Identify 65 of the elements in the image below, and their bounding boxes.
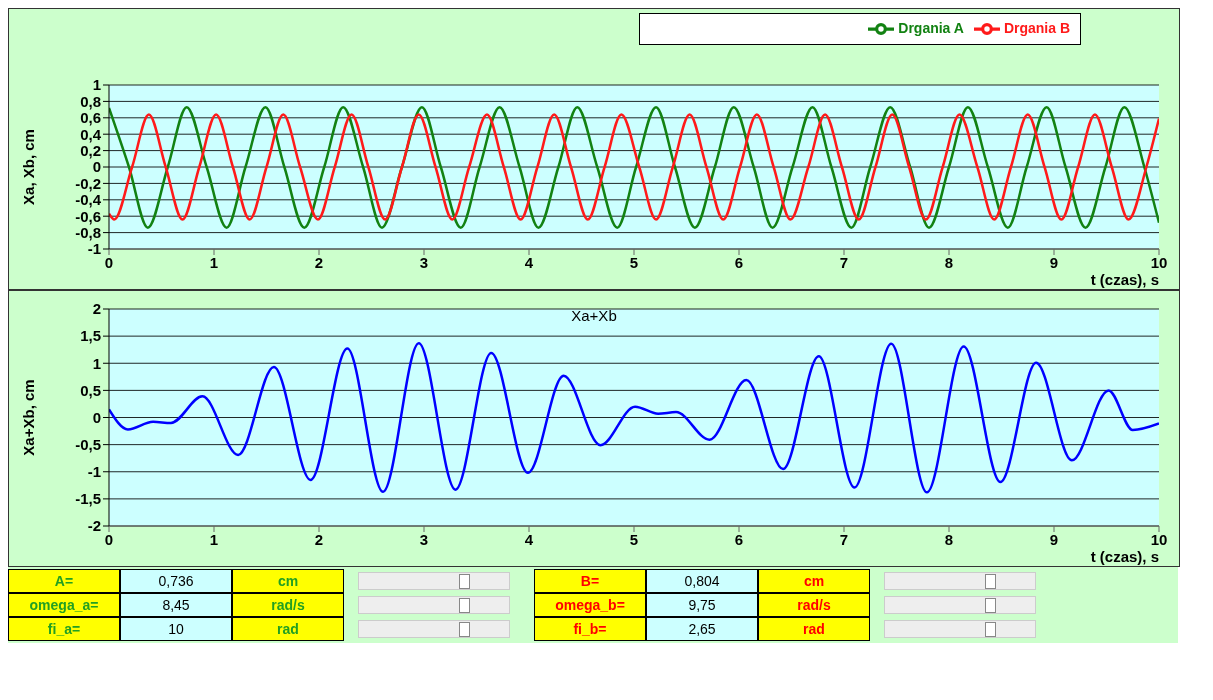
x-tick-label: 0 <box>104 530 114 548</box>
y-tick-label: 1 <box>92 76 101 94</box>
y-tick-label: -1 <box>87 240 101 258</box>
text: 0,804 <box>646 569 758 593</box>
x-tick-label: 9 <box>1049 530 1059 548</box>
x-tick-label: 6 <box>734 253 744 271</box>
text: 0,736 <box>120 569 232 593</box>
x-tick-label: 2 <box>314 253 324 271</box>
x-tick-label: 7 <box>839 253 849 271</box>
y-tick-label: -0,5 <box>75 435 101 453</box>
y-tick-label: 0,5 <box>80 381 101 399</box>
y-tick-label: -1 <box>87 463 101 481</box>
x-tick-label: 0 <box>104 253 114 271</box>
text: omega_a= <box>8 593 120 617</box>
text: 9,75 <box>646 593 758 617</box>
y-tick-label: 1,5 <box>80 327 101 345</box>
text: cm <box>232 569 344 593</box>
text: omega_b= <box>534 593 646 617</box>
x-tick-label: 7 <box>839 530 849 548</box>
y-tick-label: 2 <box>92 300 101 318</box>
x-tick-label: 1 <box>209 530 219 548</box>
x-axis-title: t (czas), s <box>1090 271 1159 288</box>
y-tick-label: 0,8 <box>80 92 101 110</box>
x-tick-label: 4 <box>524 253 534 271</box>
y-tick-label: 0,6 <box>80 109 101 127</box>
legend-label: Drgania A <box>898 19 964 36</box>
y-tick-label: 1 <box>92 354 101 372</box>
y-tick-label: -0,4 <box>75 191 102 209</box>
chart-title: Xa+Xb <box>571 307 617 324</box>
x-tick-label: 6 <box>734 530 744 548</box>
x-axis-title: t (czas), s <box>1090 548 1159 565</box>
text: rad/s <box>758 593 870 617</box>
text: fi_a= <box>8 617 120 641</box>
y-tick-label: -2 <box>87 517 101 535</box>
text: rad <box>232 617 344 641</box>
x-tick-label: 5 <box>629 253 639 271</box>
x-tick-label: 10 <box>1150 253 1168 271</box>
x-tick-label: 5 <box>629 530 639 548</box>
text: rad/s <box>232 593 344 617</box>
x-tick-label: 8 <box>944 530 954 548</box>
text: 10 <box>120 617 232 641</box>
x-tick-label: 9 <box>1049 253 1059 271</box>
text: 2,65 <box>646 617 758 641</box>
x-tick-label: 2 <box>314 530 324 548</box>
y-tick-label: -0,6 <box>75 207 101 225</box>
text: B= <box>534 569 646 593</box>
text: rad <box>758 617 870 641</box>
y-tick-label: 0 <box>92 408 101 426</box>
x-tick-label: 8 <box>944 253 954 271</box>
x-tick-label: 3 <box>419 530 429 548</box>
y-tick-label: -0,2 <box>75 174 101 192</box>
x-tick-label: 1 <box>209 253 219 271</box>
y-tick-label: -1,5 <box>75 490 101 508</box>
y-axis-title: Xa+Xb, cm <box>20 379 38 456</box>
y-axis-title: Xa, Xb, cm <box>20 129 38 205</box>
text: cm <box>758 569 870 593</box>
text: 8,45 <box>120 593 232 617</box>
text: fi_b= <box>534 617 646 641</box>
legend-label: Drgania B <box>1003 19 1070 36</box>
x-tick-label: 3 <box>419 253 429 271</box>
x-tick-label: 4 <box>524 530 534 548</box>
text: A= <box>8 569 120 593</box>
y-tick-label: 0 <box>92 158 101 176</box>
x-tick-label: 10 <box>1150 530 1168 548</box>
y-tick-label: 0,4 <box>80 125 102 143</box>
